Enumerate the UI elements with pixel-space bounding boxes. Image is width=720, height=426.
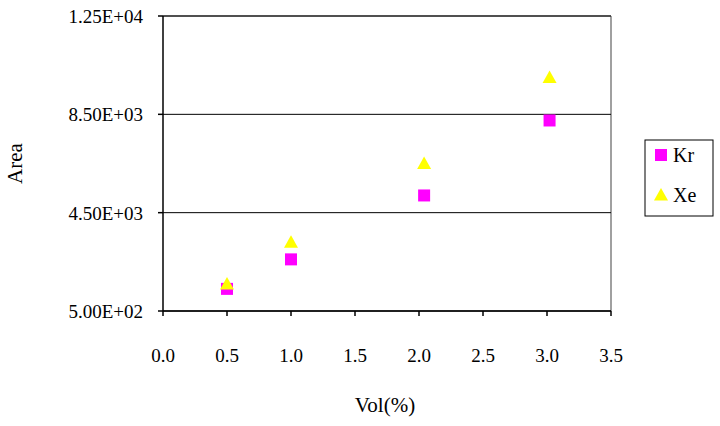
grid-line — [163, 16, 611, 17]
x-tick-label: 1.0 — [279, 345, 303, 366]
x-tick-label: 0.5 — [215, 345, 239, 366]
x-tick-label: 0.0 — [151, 345, 175, 366]
x-axis-title: Vol(%) — [355, 393, 415, 417]
x-tick-label: 3.0 — [535, 345, 559, 366]
legend-marker — [655, 149, 667, 161]
x-tick-label: 3.5 — [599, 345, 623, 366]
y-tick-label: 8.50E+03 — [68, 104, 143, 125]
point — [284, 235, 298, 248]
point — [285, 253, 297, 265]
x-axis — [163, 310, 611, 312]
x-tick-label: 1.5 — [343, 345, 367, 366]
chart-svg: 5.00E+02 4.50E+03 8.50E+03 1.25E+04 0.0 0.5 1.… — [0, 0, 720, 426]
chart-container: 5.00E+02 4.50E+03 8.50E+03 1.25E+04 0.0 0.5 1.… — [0, 0, 720, 426]
point — [544, 114, 556, 126]
point — [417, 157, 431, 170]
y-axis-title: Area — [3, 142, 27, 183]
legend-box — [645, 140, 713, 216]
marks — [220, 70, 557, 294]
legend-label: Xe — [673, 184, 696, 206]
y-tick-label: 5.00E+02 — [68, 301, 143, 322]
x-tick-label: 2.0 — [407, 345, 431, 366]
plot-frame — [163, 15, 611, 17]
legend-label: Kr — [673, 144, 694, 166]
y-tick-label: 4.50E+03 — [68, 203, 143, 224]
y-axis — [162, 16, 164, 311]
point — [220, 277, 234, 290]
legend-marker — [654, 188, 668, 201]
x-tick-label: 2.5 — [471, 345, 495, 366]
grid-line — [163, 311, 611, 312]
grid-line — [163, 212, 611, 213]
point — [418, 189, 430, 201]
point — [543, 70, 557, 83]
y-tick-label: 1.25E+04 — [68, 6, 143, 27]
plot-frame — [610, 16, 612, 311]
